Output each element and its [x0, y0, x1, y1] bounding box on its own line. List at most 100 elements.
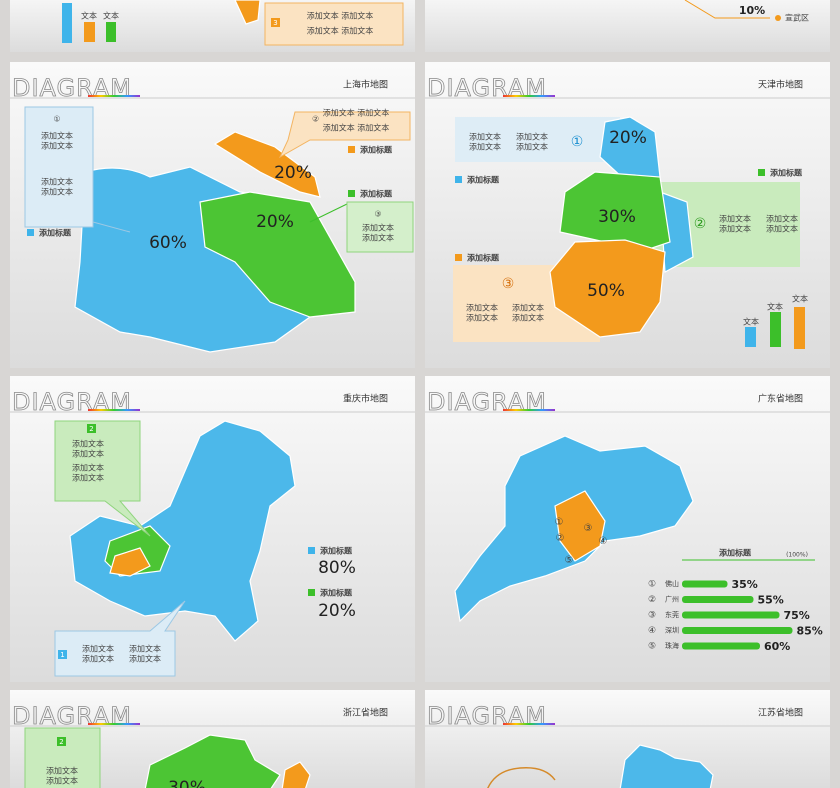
slide: DIAGRAM 江苏省地图	[425, 690, 830, 788]
tag-label: 添加标题	[467, 253, 500, 263]
legend-label: 文本	[792, 294, 808, 304]
percent: 30%	[598, 207, 636, 227]
callout-box	[278, 111, 411, 159]
callout-text: 添加文本	[469, 142, 501, 152]
callout-text: 添加文本	[46, 766, 78, 776]
legend-bar	[794, 307, 805, 349]
percent: 10%	[739, 4, 765, 17]
tag-label: 添加标题	[770, 168, 803, 178]
callout-box	[455, 117, 620, 162]
row-number: ②	[648, 595, 656, 605]
badge-text: 2	[89, 425, 93, 433]
legend-bar	[106, 22, 116, 42]
callout-text: 添加文本	[512, 303, 544, 313]
tag-label: 添加标题	[467, 175, 500, 185]
legend-bar	[745, 327, 756, 347]
percent: 60%	[149, 233, 187, 253]
leader-line	[309, 203, 348, 223]
callout-text: 添加文本	[466, 303, 498, 313]
tag-square	[348, 146, 355, 153]
slide-title: 天津市地图	[758, 79, 803, 91]
rainbow	[88, 723, 140, 725]
category-label: 佛山	[665, 579, 679, 588]
bar	[682, 642, 760, 650]
badge	[271, 18, 280, 27]
rainbow	[88, 409, 140, 411]
tag-label: 添加标题	[320, 546, 353, 556]
slide-title: 重庆市地图	[343, 393, 388, 405]
callout-box	[346, 201, 414, 253]
value-label: 60%	[764, 640, 790, 653]
callout-text: 添加文本	[469, 132, 501, 142]
badge-text: 2	[59, 738, 63, 746]
slide-partial: 10% 宣武区	[425, 0, 830, 52]
slide: DIAGRAM 浙江省地图 2 添加文本 添加文本 30%	[10, 690, 415, 788]
callout-text: 添加文本	[362, 223, 394, 233]
callout-box	[24, 106, 94, 228]
percent: 80%	[318, 558, 356, 578]
tag-square	[308, 547, 315, 554]
badge-text: 3	[273, 19, 277, 27]
legend-label: 文本	[767, 302, 783, 312]
callout-text: 添加文本	[82, 654, 114, 664]
percent: 20%	[274, 163, 312, 183]
leader-line	[684, 0, 770, 19]
rainbow	[503, 723, 555, 725]
bar	[682, 596, 754, 603]
callout-text: 添加文本	[516, 142, 548, 152]
map-number: ①	[555, 517, 564, 528]
callout-text: 添加文本	[719, 224, 751, 234]
slide-bg	[425, 0, 830, 52]
callout-text: 添加文本	[512, 313, 544, 323]
rainbow	[503, 95, 555, 97]
legend-bar	[770, 312, 781, 347]
map-number: ②	[556, 533, 565, 544]
tag-square	[27, 229, 34, 236]
slide-title: 浙江省地图	[343, 707, 388, 719]
callout-text: 添加文本	[719, 214, 751, 224]
callout-box	[54, 420, 151, 537]
map-region	[554, 490, 606, 562]
callout-text: 添加文本	[129, 644, 161, 654]
percent: 20%	[318, 601, 356, 621]
callout-number: ②	[312, 115, 319, 124]
row-number: ⑤	[648, 642, 656, 652]
callout-text: 添加文本	[72, 473, 104, 483]
rainbow	[88, 95, 140, 97]
place-label: 宣武区	[785, 13, 809, 23]
slide: DIAGRAM 上海市地图 ① 添加文本 添加文本 添加文本 添加文本 添加标题…	[10, 62, 415, 368]
callout-number: ②	[694, 216, 707, 232]
row-number: ④	[648, 626, 656, 636]
tag-label: 添加标题	[39, 228, 72, 238]
category-label: 东莞	[665, 610, 679, 619]
badge	[87, 424, 96, 433]
chart-note: (100%)	[786, 552, 808, 559]
callout-text: 添加文本	[72, 449, 104, 459]
value-label: 55%	[758, 594, 784, 607]
value-label: 85%	[797, 625, 823, 638]
tag-label: 添加标题	[360, 189, 393, 199]
percent: 30%	[168, 778, 206, 788]
callout-text: 添加文本	[129, 654, 161, 664]
map-number: ⑤	[565, 555, 574, 566]
callout-text: 添加文本	[516, 132, 548, 142]
slide-title: 广东省地图	[758, 393, 803, 405]
map-region	[213, 131, 321, 198]
map-region	[69, 420, 296, 642]
callout-box	[264, 2, 404, 46]
percent: 20%	[609, 128, 647, 148]
bar	[682, 627, 793, 634]
map-region	[234, 0, 261, 25]
slide: DIAGRAM 天津市地图 添加文本 添加文本 添加文本 添加文本 ① 添加标题…	[425, 62, 830, 368]
map-region	[619, 744, 714, 788]
callout-number: ①	[53, 115, 60, 124]
map-number: ③	[584, 523, 593, 534]
marker	[775, 15, 781, 21]
slide-title: 江苏省地图	[758, 707, 803, 719]
tag-square	[348, 190, 355, 197]
legend-label: 文本	[81, 11, 97, 21]
bar	[682, 580, 728, 588]
slide-partial: 文本 文本 3 添加文本 添加文本 添加文本 添加文本	[10, 0, 415, 52]
map-region	[144, 734, 281, 788]
leader-line	[92, 221, 131, 233]
